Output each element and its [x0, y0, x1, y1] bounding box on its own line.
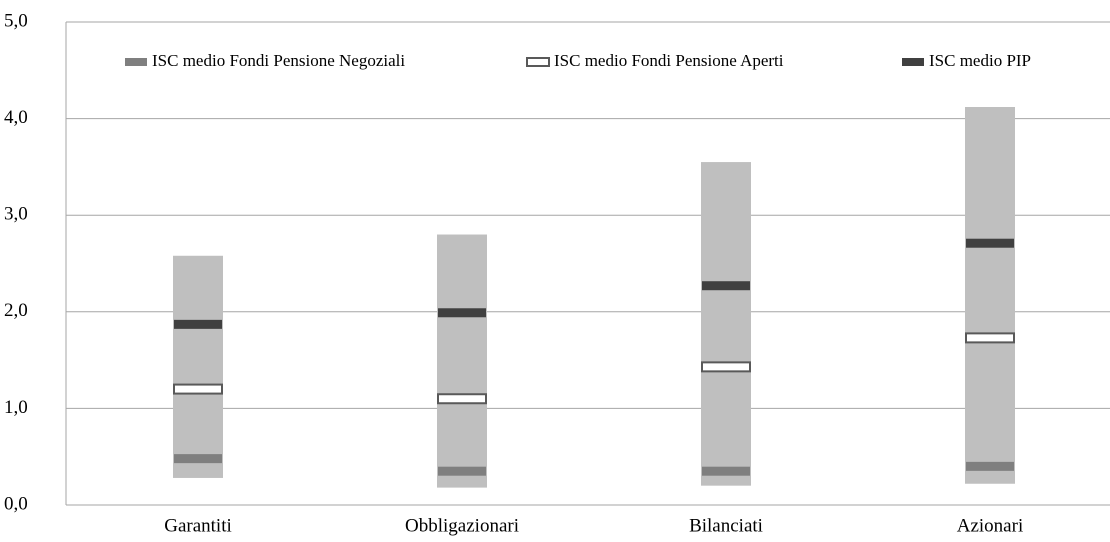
y-tick-label: 3,0 [4, 204, 28, 225]
y-tick-label: 0,0 [4, 493, 28, 514]
legend-swatch [125, 58, 147, 66]
x-tick-label: Obbligazionari [405, 515, 519, 536]
marker [702, 281, 750, 291]
marker [174, 319, 222, 329]
marker [966, 238, 1014, 248]
marker [701, 361, 751, 373]
marker [965, 332, 1015, 344]
marker [438, 466, 486, 476]
marker [966, 461, 1014, 471]
marker [173, 383, 223, 395]
range-bar [437, 234, 487, 488]
marker [437, 393, 487, 405]
marker [438, 308, 486, 318]
y-tick-label: 1,0 [4, 397, 28, 418]
y-tick-label: 4,0 [4, 107, 28, 128]
x-tick-label: Bilanciati [689, 515, 763, 536]
y-tick-label: 2,0 [4, 300, 28, 321]
marker [174, 454, 222, 464]
range-bar [701, 162, 751, 486]
legend-label: ISC medio Fondi Pensione Aperti [554, 51, 784, 70]
marker [702, 466, 750, 476]
legend-label: ISC medio Fondi Pensione Negoziali [152, 51, 405, 70]
y-tick-label: 5,0 [4, 10, 28, 31]
range-bar [173, 255, 223, 478]
legend-swatch [902, 58, 924, 66]
x-tick-label: Azionari [957, 515, 1023, 536]
x-tick-label: Garantiti [164, 515, 232, 536]
range-bar [965, 107, 1015, 484]
legend-label: ISC medio PIP [929, 51, 1031, 70]
legend-swatch [526, 57, 550, 67]
